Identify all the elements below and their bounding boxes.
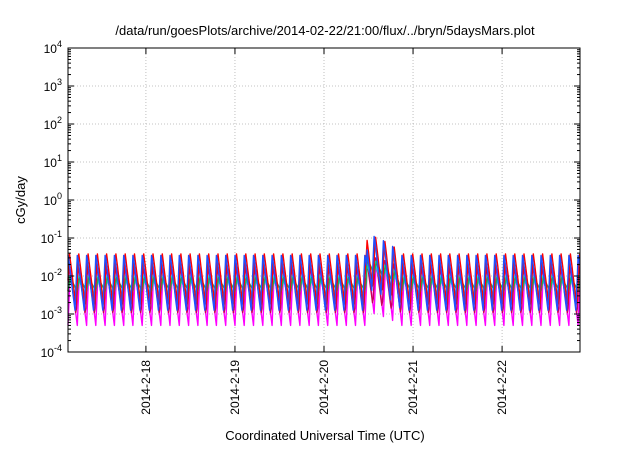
axis-ticks: 10-4 10-3 10-2 10-1 100 101 102 103 104 2014-2-18… (41, 39, 580, 415)
y-tick-label: 10-1 (41, 229, 62, 246)
y-tick-label: 103 (44, 77, 62, 94)
x-tick-label: 2014-2-21 (406, 360, 420, 415)
x-axis-label: Coordinated Universal Time (UTC) (225, 428, 424, 443)
y-tick-label: 104 (44, 39, 62, 56)
y-axis-label: cGy/day (13, 176, 28, 224)
series-line (67, 236, 581, 305)
x-tick-label: 2014-2-19 (228, 360, 242, 415)
x-tick-label: 2014-2-18 (139, 360, 153, 415)
y-tick-label: 10-2 (41, 267, 62, 284)
chart-title: /data/run/goesPlots/archive/2014-02-22/2… (115, 23, 535, 38)
series-line (67, 235, 581, 311)
x-tick-label: 2014-2-20 (317, 360, 331, 415)
y-tick-label: 10-4 (41, 343, 62, 360)
y-tick-label: 101 (44, 153, 62, 170)
y-tick-label: 100 (44, 191, 62, 208)
x-tick-label: 2014-2-22 (495, 360, 509, 415)
series-group (67, 235, 581, 327)
y-tick-label: 10-3 (41, 305, 62, 322)
y-tick-label: 102 (44, 115, 62, 132)
